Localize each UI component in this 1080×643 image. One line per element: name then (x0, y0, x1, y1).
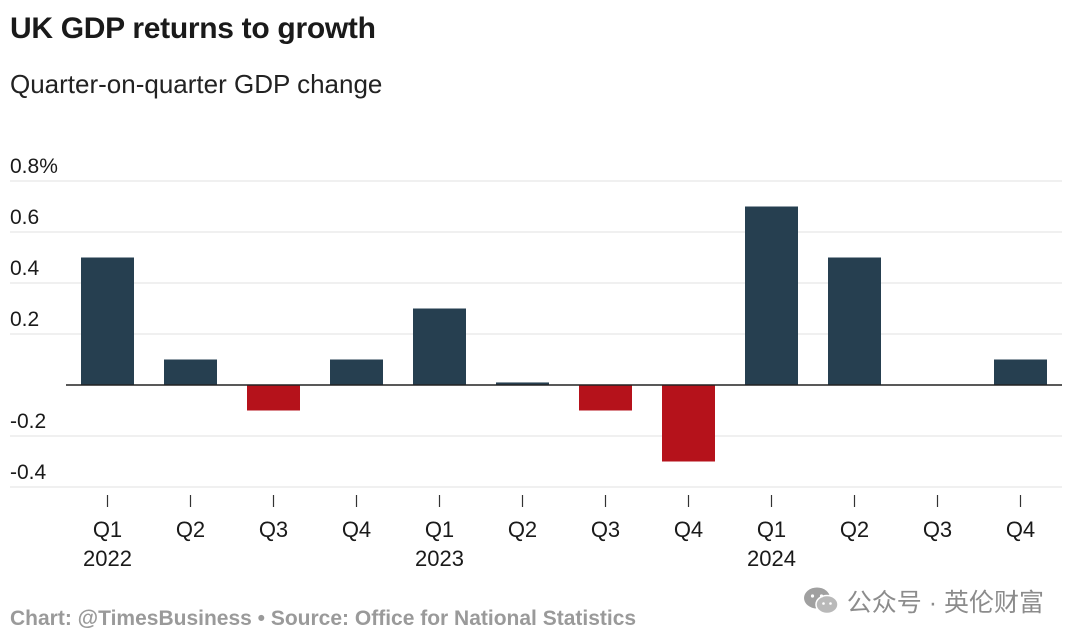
watermark-text: 公众号 · 英伦财富 (846, 589, 1044, 617)
y-tick-label: -0.2 (10, 410, 46, 433)
x-tick-label: Q1 (757, 517, 786, 542)
chart-title: UK GDP returns to growth (10, 12, 376, 45)
x-tick-label: Q2 (840, 517, 869, 542)
bar (413, 308, 466, 385)
x-tick-label: Q2 (176, 517, 205, 542)
bar (579, 385, 632, 411)
wechat-watermark: 公众号 · 英伦财富 (803, 583, 1044, 619)
y-tick-label: 0.6 (10, 206, 39, 229)
bar (247, 385, 300, 411)
x-tick-label: Q3 (259, 517, 288, 542)
y-tick-label: 0.4 (10, 257, 40, 280)
y-tick-label: -0.4 (10, 461, 47, 484)
bar (662, 385, 715, 462)
bar (496, 382, 549, 385)
bar (745, 206, 798, 385)
wechat-icon (803, 587, 839, 615)
y-axis-tick-labels: 0.8% 0.6 0.4 0.2 -0.2 -0.4 (10, 155, 58, 484)
y-tick-label: 0.8% (10, 155, 58, 178)
grid-lines (10, 180, 1062, 488)
x-tick-label: Q1 (93, 517, 122, 542)
x-year-label: 2023 (415, 546, 464, 571)
x-year-label: 2022 (83, 546, 132, 571)
bar (330, 359, 383, 385)
x-tick-label: Q4 (342, 517, 371, 542)
x-tick-label: Q2 (508, 517, 537, 542)
x-tick-label: Q3 (591, 517, 620, 542)
x-year-label: 2024 (747, 546, 796, 571)
bar (164, 359, 217, 385)
x-tick-label: Q4 (1006, 517, 1035, 542)
bar (81, 257, 134, 385)
chart-source-credit: Chart: @TimesBusiness • Source: Office f… (10, 607, 637, 630)
x-axis-tick-labels: Q1 2022 Q2 Q3 Q4 Q1 2023 Q2 Q3 Q4 Q1 2024 Q2 Q3 Q4 (83, 495, 1035, 571)
x-tick-label: Q4 (674, 517, 703, 542)
x-tick-label: Q3 (923, 517, 952, 542)
x-tick-label: Q1 (425, 517, 454, 542)
y-tick-label: 0.2 (10, 308, 39, 331)
bar-chart: 0.8% 0.6 0.4 0.2 -0.2 -0.4 Q1 2022 Q2 Q3 Q4 Q1 2023… (10, 155, 1062, 571)
bars (81, 206, 1047, 462)
bar (828, 257, 881, 385)
chart-subtitle: Quarter-on-quarter GDP change (10, 69, 383, 99)
bar (994, 359, 1047, 385)
